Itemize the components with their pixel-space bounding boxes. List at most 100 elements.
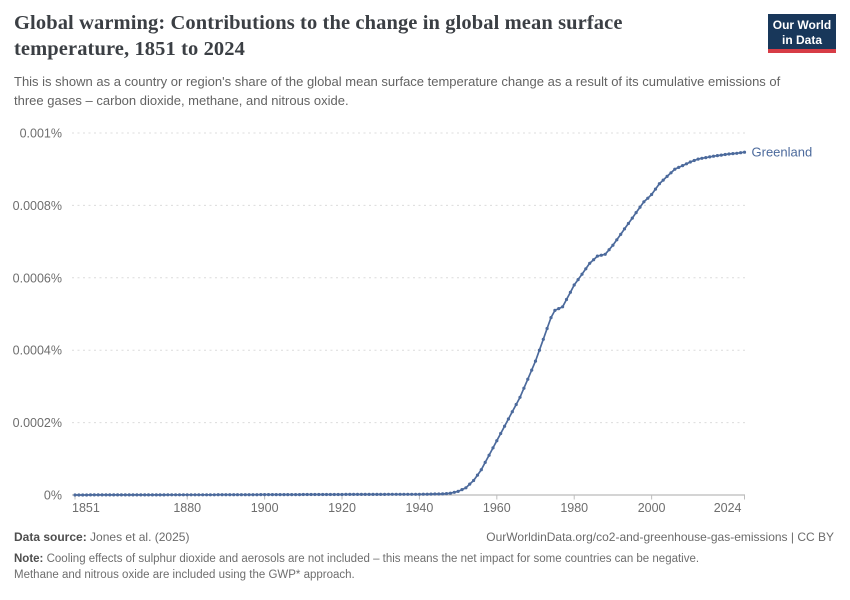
data-point-marker — [634, 211, 638, 215]
data-point-marker — [359, 492, 363, 496]
data-point-marker — [255, 493, 259, 497]
data-point-marker — [212, 493, 216, 497]
data-point-marker — [355, 492, 360, 496]
data-point-marker — [150, 493, 154, 497]
y-axis-tick-label: 0.001% — [20, 127, 62, 141]
data-point-marker — [174, 493, 178, 497]
data-point-marker — [375, 492, 379, 496]
data-point-marker — [696, 157, 700, 161]
y-axis-tick-label: 0.0006% — [13, 271, 62, 285]
data-point-marker — [456, 489, 460, 493]
data-point-marker — [533, 359, 538, 363]
footnote: Note: Cooling effects of sulphur dioxide… — [14, 552, 734, 583]
data-point-marker — [568, 290, 573, 294]
x-axis-tick-label: 1940 — [406, 501, 434, 515]
data-point-marker — [700, 156, 704, 160]
x-axis-tick-label: 2000 — [638, 501, 666, 515]
data-point-marker — [441, 492, 445, 496]
data-point-marker — [603, 252, 607, 256]
data-point-marker — [673, 167, 677, 171]
data-point-marker — [294, 493, 298, 497]
data-point-marker — [719, 153, 723, 157]
x-axis-tick-label: 1920 — [328, 501, 356, 515]
data-point-marker — [352, 492, 356, 496]
data-point-marker — [379, 492, 383, 496]
data-point-marker — [584, 267, 588, 271]
data-point-marker — [576, 278, 580, 282]
data-point-marker — [684, 162, 689, 166]
data-point-marker — [224, 493, 228, 497]
data-point-marker — [123, 493, 127, 497]
data-point-marker — [348, 492, 352, 496]
data-point-marker — [108, 493, 112, 497]
data-point-marker — [383, 492, 387, 496]
data-source-value: Jones et al. (2025) — [90, 530, 190, 544]
data-source: Data source: Jones et al. (2025) — [14, 529, 189, 545]
data-point-marker — [653, 187, 658, 191]
series-line[interactable] — [75, 151, 745, 496]
data-point-marker — [88, 493, 93, 497]
data-point-marker — [595, 254, 600, 258]
data-point-marker — [611, 243, 615, 247]
data-point-marker — [677, 165, 681, 169]
data-point-marker — [414, 492, 418, 496]
data-point-marker — [704, 156, 708, 160]
data-point-marker — [692, 158, 696, 163]
data-point-marker — [266, 493, 271, 497]
data-point-marker — [386, 492, 391, 496]
data-point-marker — [619, 232, 623, 236]
data-point-marker — [739, 151, 743, 155]
data-point-marker — [522, 386, 526, 390]
data-point-marker — [301, 492, 305, 497]
y-axis-tick-label: 0.0008% — [13, 199, 62, 213]
data-point-marker — [363, 492, 367, 496]
data-point-marker — [657, 182, 662, 186]
data-point-marker — [278, 493, 282, 497]
data-point-marker — [189, 493, 193, 497]
data-point-marker — [626, 221, 631, 226]
data-point-marker — [85, 493, 89, 497]
x-axis-tick-label: 1880 — [173, 501, 201, 515]
data-point-marker — [592, 258, 596, 262]
logo-accent-stripe — [768, 49, 836, 53]
owid-logo[interactable]: Our World in Data — [768, 14, 836, 53]
series-end-label[interactable]: Greenland — [752, 145, 813, 160]
data-point-marker — [232, 493, 236, 497]
data-point-marker — [220, 493, 224, 497]
data-point-marker — [433, 492, 437, 496]
data-point-marker — [143, 493, 147, 497]
data-point-marker — [104, 493, 108, 497]
data-point-marker — [216, 493, 220, 497]
data-point-marker — [259, 493, 263, 497]
data-source-label: Data source: — [14, 530, 87, 544]
data-point-marker — [425, 492, 429, 496]
data-point-marker — [731, 152, 735, 156]
y-axis-tick-label: 0% — [44, 489, 62, 503]
x-axis-tick-label: 2024 — [714, 501, 742, 515]
data-point-marker — [711, 154, 716, 158]
data-point-marker — [638, 205, 642, 209]
data-point-marker — [243, 493, 247, 497]
data-point-marker — [170, 493, 174, 497]
data-point-marker — [402, 492, 406, 496]
data-point-marker — [208, 493, 212, 497]
data-point-marker — [228, 493, 232, 497]
owid-logo-line1: Our World — [772, 18, 832, 32]
y-axis-tick-label: 0.0004% — [13, 344, 62, 358]
data-point-marker — [483, 460, 487, 464]
citation-link[interactable]: OurWorldinData.org/co2-and-greenhouse-ga… — [486, 530, 834, 544]
data-point-marker — [553, 308, 557, 312]
data-point-marker — [305, 492, 309, 497]
data-point-marker — [646, 196, 650, 200]
data-point-marker — [344, 492, 348, 496]
data-point-marker — [622, 227, 627, 231]
data-point-marker — [127, 493, 131, 497]
data-point-marker — [537, 348, 542, 352]
data-point-marker — [286, 493, 290, 497]
data-point-marker — [282, 493, 286, 497]
data-point-marker — [324, 492, 329, 497]
data-point-marker — [510, 410, 514, 414]
data-point-marker — [723, 152, 727, 157]
